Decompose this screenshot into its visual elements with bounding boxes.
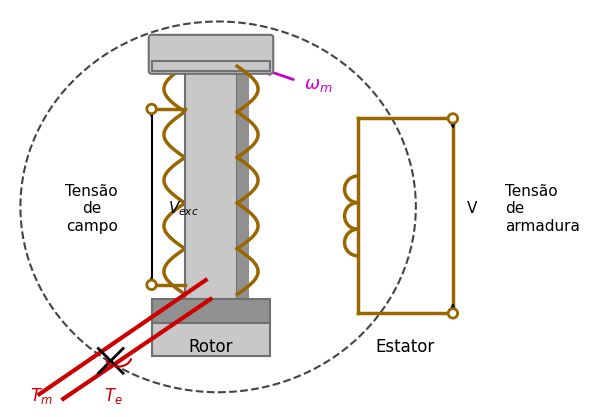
Text: $\omega_m$: $\omega_m$ [304,76,332,94]
Text: $T_e$: $T_e$ [104,386,123,406]
Text: $V_{exc}$: $V_{exc}$ [168,199,199,218]
Circle shape [448,309,457,318]
Text: $T_m$: $T_m$ [30,386,53,406]
Text: Estator: Estator [376,338,435,356]
Circle shape [448,114,457,123]
Text: Tensão
de
campo: Tensão de campo [66,184,118,234]
Text: Rotor: Rotor [189,338,233,356]
Text: V: V [467,201,478,216]
Bar [151,323,271,356]
Text: Tensão
de
armadura: Tensão de armadura [505,184,580,234]
Bar [151,299,271,323]
Bar [151,61,271,71]
Circle shape [147,280,157,289]
FancyBboxPatch shape [149,35,273,74]
Bar [237,61,249,299]
Bar [185,61,237,299]
Circle shape [147,104,157,114]
